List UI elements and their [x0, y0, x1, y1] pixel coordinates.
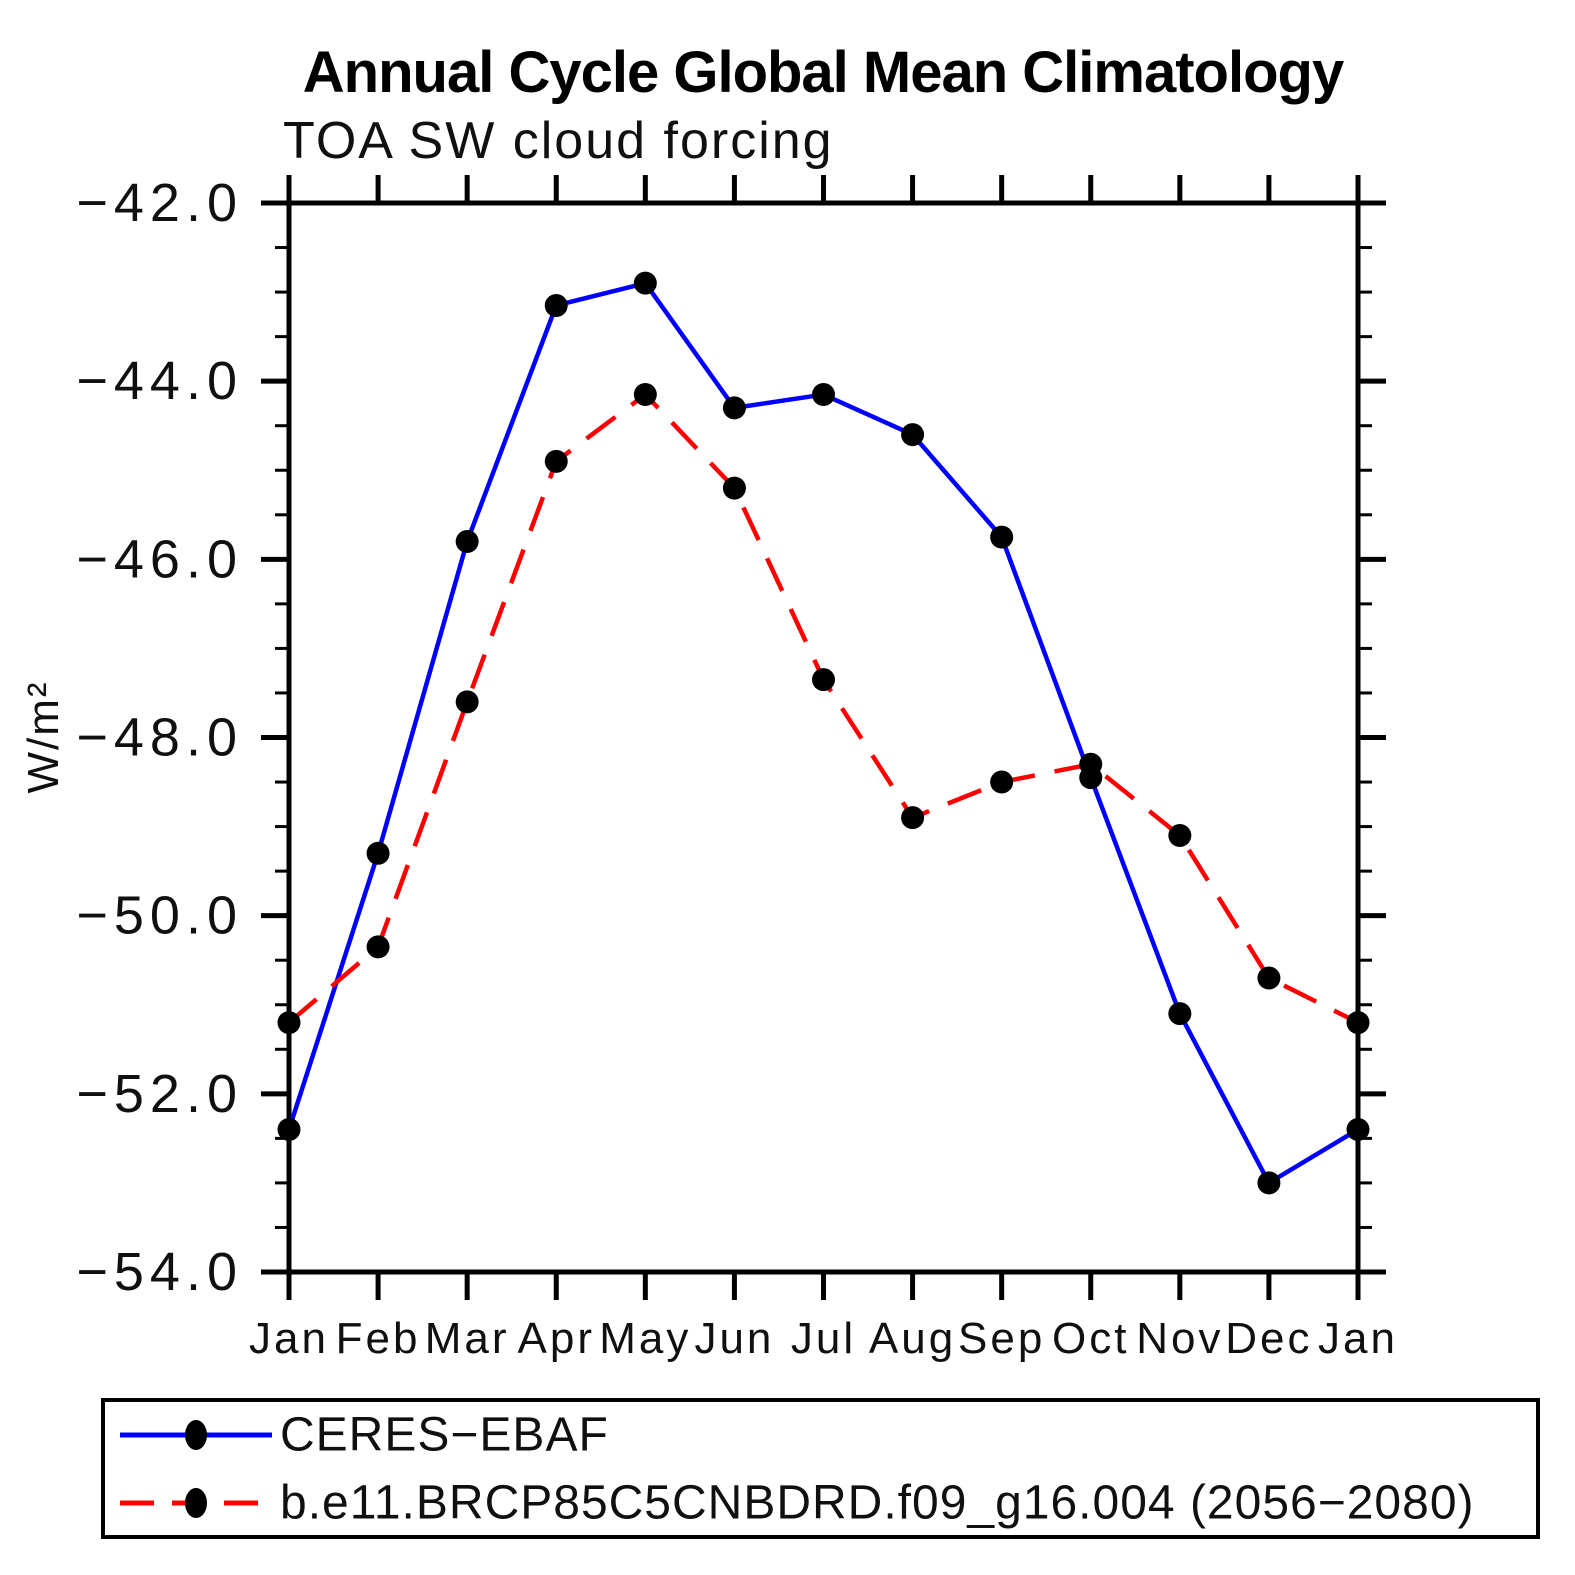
data-point-model: [366, 935, 390, 959]
legend-marker-obs: [185, 1420, 207, 1450]
x-tick-label: Nov: [1136, 1314, 1223, 1363]
data-point-model: [1257, 966, 1281, 990]
axis-ticks: [261, 175, 1386, 1300]
data-point-ceres-ebaf: [277, 1117, 301, 1141]
data-point-model: [990, 770, 1014, 794]
y-tick-label: −54.0: [76, 1242, 243, 1302]
series-line-ceres-ebaf: [286, 280, 1360, 1187]
chart-title: Annual Cycle Global Mean Climatology: [303, 40, 1344, 105]
data-point-model: [544, 449, 568, 473]
data-point-model: [901, 806, 925, 830]
data-point-ceres-ebaf: [366, 841, 390, 865]
data-point-model: [722, 476, 746, 500]
data-series: [277, 271, 1370, 1195]
data-point-ceres-ebaf: [901, 423, 925, 447]
data-point-model: [277, 1011, 301, 1035]
x-tick-label: May: [599, 1314, 691, 1363]
x-tick-label: Apr: [518, 1314, 595, 1363]
data-point-ceres-ebaf: [722, 396, 746, 420]
data-point-ceres-ebaf: [1346, 1117, 1370, 1141]
series-line-model: [287, 391, 1360, 1025]
x-tick-label: Aug: [869, 1314, 956, 1363]
data-point-model: [1346, 1011, 1370, 1035]
data-point-ceres-ebaf: [633, 271, 657, 295]
x-tick-label: Mar: [425, 1314, 510, 1363]
chart-subtitle: TOA SW cloud forcing: [283, 112, 834, 170]
y-tick-label: −50.0: [76, 886, 243, 946]
legend-label-obs: CERES−EBAF: [280, 1409, 609, 1462]
x-tick-label: Feb: [336, 1314, 421, 1363]
data-point-ceres-ebaf: [990, 525, 1014, 549]
data-point-ceres-ebaf: [455, 530, 479, 554]
data-point-ceres-ebaf: [544, 293, 568, 317]
legend-box: [101, 1398, 1540, 1539]
x-tick-label: Sep: [958, 1314, 1045, 1363]
x-tick-label: Jun: [694, 1314, 774, 1363]
x-tick-label: Jan: [249, 1314, 329, 1363]
data-point-ceres-ebaf: [1168, 1002, 1192, 1026]
y-tick-label: −48.0: [76, 708, 243, 768]
data-point-model: [455, 690, 479, 714]
y-axis-label: W/m²: [19, 680, 68, 793]
data-point-ceres-ebaf: [812, 383, 835, 407]
y-tick-label: −42.0: [76, 173, 243, 233]
data-point-model: [812, 668, 835, 692]
y-tick-label: −52.0: [76, 1064, 243, 1124]
legend-marker-model: [185, 1488, 207, 1518]
data-point-model: [1168, 823, 1192, 847]
x-tick-label: Dec: [1225, 1314, 1312, 1363]
data-point-model: [633, 383, 657, 407]
y-tick-label: −44.0: [76, 351, 243, 411]
data-point-model: [1079, 752, 1103, 776]
x-tick-label: Oct: [1052, 1314, 1129, 1363]
data-point-ceres-ebaf: [1257, 1171, 1281, 1195]
y-tick-label: −46.0: [76, 529, 243, 589]
legend: CERES−EBAF b.e11.BRCP85C5CNBDRD.f09_g16.…: [101, 1398, 1540, 1539]
x-tick-label: Jan: [1318, 1314, 1398, 1363]
x-tick-label: Jul: [791, 1314, 856, 1363]
legend-label-model: b.e11.BRCP85C5CNBDRD.f09_g16.004 (2056−2…: [280, 1477, 1475, 1530]
plot-box: [286, 200, 1361, 1275]
